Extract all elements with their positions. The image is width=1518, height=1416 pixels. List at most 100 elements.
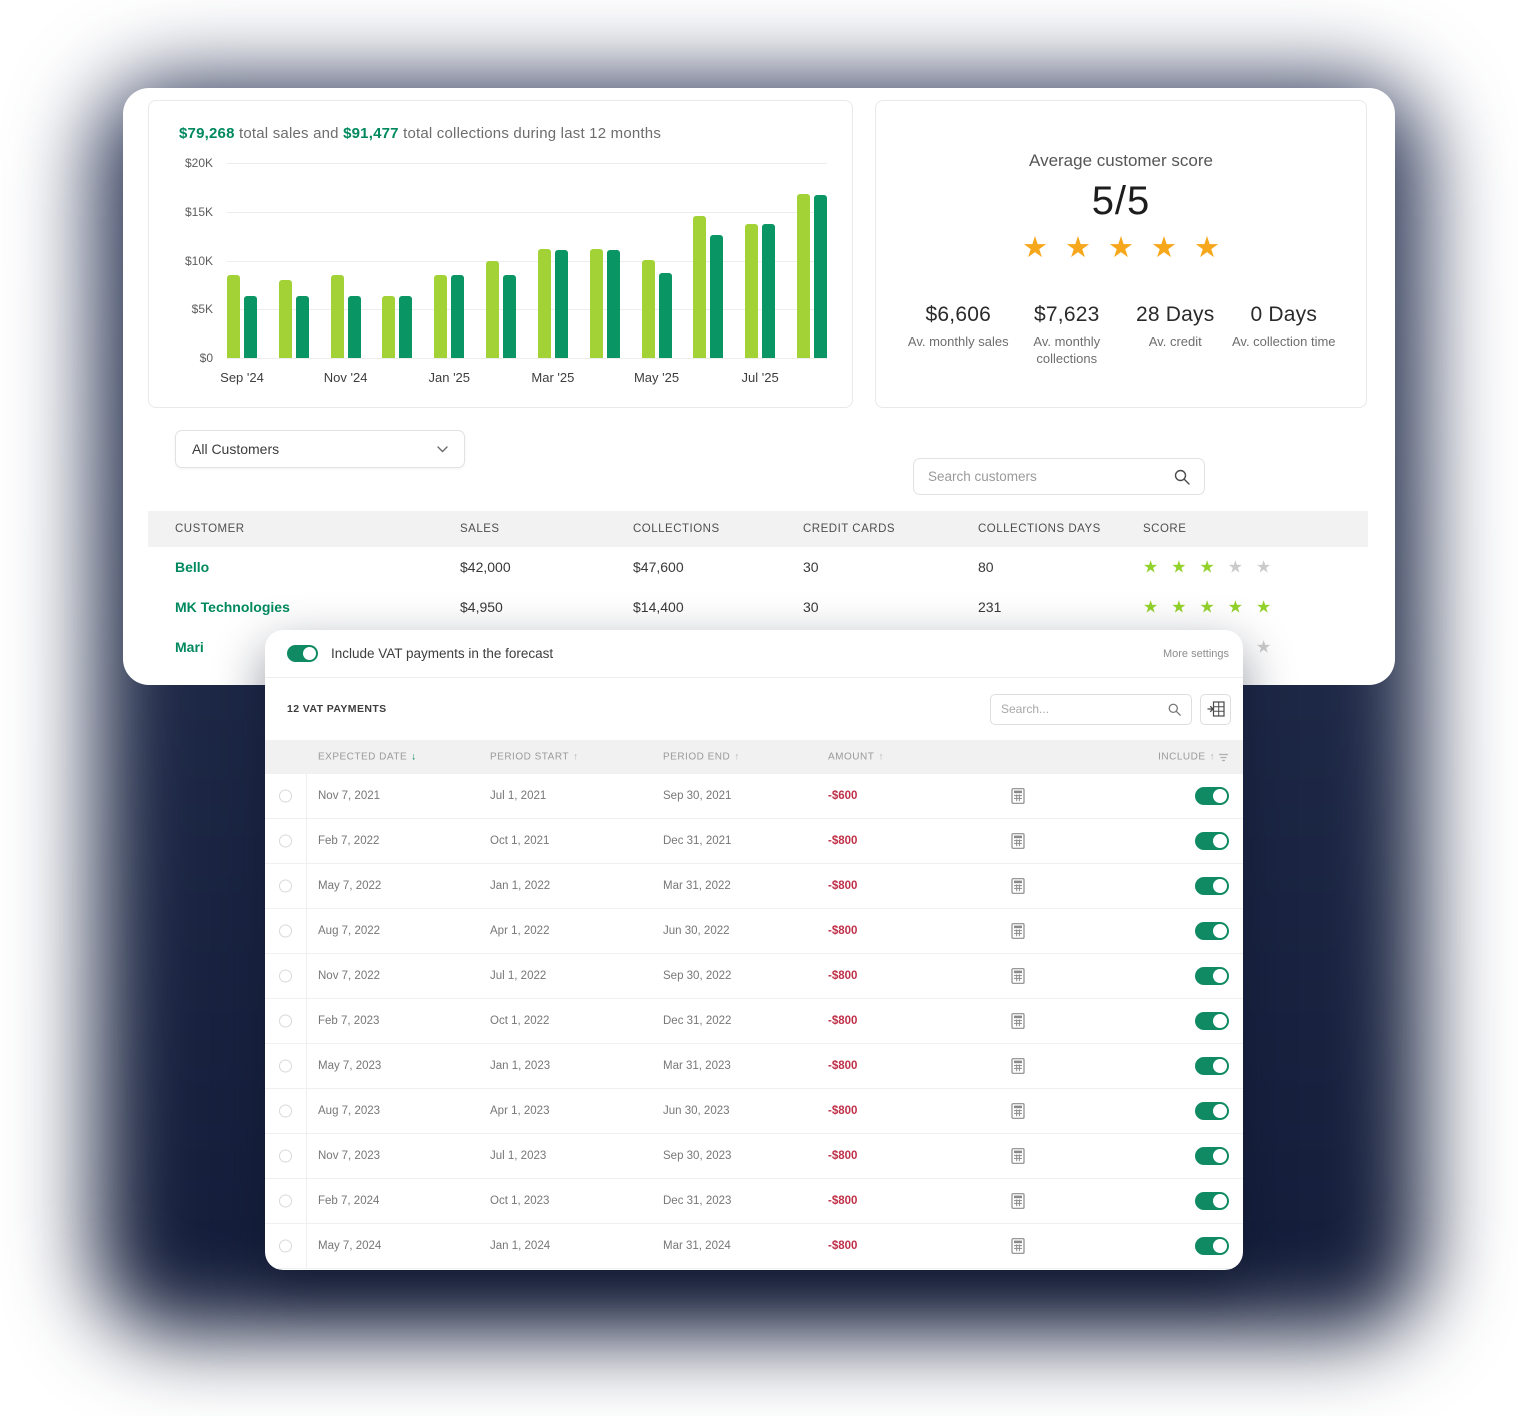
include-row-toggle[interactable] [1195, 1147, 1229, 1165]
customer-filter-dropdown[interactable]: All Customers [175, 430, 465, 468]
vat-payment-row: Feb 7, 2023 Oct 1, 2022 Dec 31, 2022 -$800 [265, 999, 1243, 1044]
customer-name-link[interactable]: MK Technologies [175, 599, 290, 615]
include-row-toggle[interactable] [1195, 967, 1229, 985]
toggle-knob [1213, 1239, 1227, 1253]
vat-payment-row: May 7, 2022 Jan 1, 2022 Mar 31, 2022 -$800 [265, 864, 1243, 909]
vat-payment-row: May 7, 2023 Jan 1, 2023 Mar 31, 2023 -$800 [265, 1044, 1243, 1089]
vat-column-header[interactable]: INCLUDE ↑ [1158, 752, 1229, 763]
bar-collections [347, 295, 361, 358]
column-divider [306, 1224, 307, 1268]
customer-score-stars: ★ ★ ★ ★ ★ [1143, 559, 1271, 576]
include-vat-toggle[interactable] [287, 645, 318, 662]
toggle-knob [303, 647, 316, 660]
customer-name-link[interactable]: Bello [175, 559, 210, 575]
calculator-icon[interactable] [1011, 878, 1025, 894]
customers-column-header[interactable]: COLLECTIONS [633, 523, 720, 535]
bar-collections [762, 224, 776, 358]
star-icon: ★ [1256, 597, 1272, 617]
customers-column-header[interactable]: COLLECTIONS DAYS [978, 523, 1101, 535]
calculator-icon[interactable] [1011, 1013, 1025, 1029]
vat-payment-row: Nov 7, 2022 Jul 1, 2022 Sep 30, 2022 -$800 [265, 954, 1243, 999]
include-row-toggle[interactable] [1195, 787, 1229, 805]
score-stat: 28 Days Av. credit [1121, 303, 1230, 368]
include-row-toggle[interactable] [1195, 1237, 1229, 1255]
calculator-icon[interactable] [1011, 788, 1025, 804]
bar-collections [554, 249, 568, 358]
bar-collections [295, 295, 309, 358]
period-start-cell: Oct 1, 2021 [490, 835, 550, 847]
period-end-cell: Sep 30, 2021 [663, 790, 732, 802]
star-icon: ★ [1256, 637, 1272, 657]
calculator-icon[interactable] [1011, 923, 1025, 939]
include-row-toggle[interactable] [1195, 877, 1229, 895]
row-radio-button[interactable] [279, 1059, 292, 1073]
column-divider [306, 1134, 307, 1178]
include-row-toggle[interactable] [1195, 832, 1229, 850]
vat-search-input[interactable]: Search... [990, 693, 1192, 725]
bar-collections [244, 295, 257, 358]
sort-asc-icon: ↑ [734, 751, 740, 762]
chart-plot: Sep '24 Nov '24 Jan '25 Mar '25 May '25 Jul '… [220, 163, 827, 385]
include-row-toggle[interactable] [1195, 1057, 1229, 1075]
row-radio-button[interactable] [279, 1194, 292, 1208]
calculator-icon[interactable] [1011, 1148, 1025, 1164]
expected-date-cell: Feb 7, 2022 [318, 835, 380, 847]
customer-score-stars: ★ ★ ★ ★ ★ [1143, 599, 1271, 616]
vat-column-header[interactable]: PERIOD END ↑ [663, 751, 740, 763]
include-row-toggle[interactable] [1195, 922, 1229, 940]
row-radio-button[interactable] [279, 789, 292, 803]
row-radio-button[interactable] [279, 1014, 292, 1028]
export-table-button[interactable] [1200, 693, 1231, 725]
column-divider [306, 909, 307, 953]
row-radio-button[interactable] [279, 969, 292, 983]
toggle-knob [1213, 1194, 1227, 1208]
star-icon: ★ [1227, 597, 1243, 617]
period-end-cell: Mar 31, 2024 [663, 1240, 731, 1252]
more-settings-link[interactable]: More settings [1162, 647, 1229, 660]
toggle-knob [1213, 1149, 1227, 1163]
star-icon: ★ [1171, 597, 1187, 617]
bar-sales [330, 275, 344, 358]
amount-cell: -$800 [828, 1015, 858, 1027]
row-radio-button[interactable] [279, 1239, 292, 1253]
customers-column-header[interactable]: CREDIT CARDS [803, 523, 896, 535]
include-row-toggle[interactable] [1195, 1012, 1229, 1030]
calculator-icon[interactable] [1011, 1103, 1025, 1119]
vat-payments-modal: Include VAT payments in the forecast Mor… [265, 630, 1243, 1270]
customers-column-header[interactable]: SCORE [1143, 523, 1187, 535]
bar-sales [227, 275, 240, 358]
customer-search-input[interactable]: Search customers [913, 458, 1205, 495]
sales-collections-chart-panel: $79,268 total sales and $91,477 total co… [148, 100, 853, 408]
row-radio-button[interactable] [279, 1104, 292, 1118]
calculator-icon[interactable] [1011, 1238, 1025, 1254]
calculator-icon[interactable] [1011, 1058, 1025, 1074]
calculator-icon[interactable] [1011, 833, 1025, 849]
vat-payment-row: Feb 7, 2022 Oct 1, 2021 Dec 31, 2021 -$800 [265, 819, 1243, 864]
row-radio-button[interactable] [279, 1149, 292, 1163]
chart-gridline [227, 260, 827, 262]
customers-column-header[interactable]: CUSTOMER [175, 523, 245, 535]
calculator-icon[interactable] [1011, 968, 1025, 984]
star-icon: ★ [1108, 232, 1134, 264]
vat-column-header[interactable]: AMOUNT ↑ [828, 751, 884, 763]
row-radio-button[interactable] [279, 924, 292, 938]
period-end-cell: Jun 30, 2022 [663, 925, 730, 937]
vat-column-header[interactable]: PERIOD START ↑ [490, 751, 579, 763]
row-radio-button[interactable] [279, 834, 292, 848]
column-divider [306, 1179, 307, 1223]
include-row-toggle[interactable] [1195, 1192, 1229, 1210]
customers-column-header[interactable]: SALES [460, 523, 500, 535]
chart-gridline [227, 163, 827, 164]
calculator-icon[interactable] [1011, 1193, 1025, 1209]
period-start-cell: Oct 1, 2023 [490, 1195, 550, 1207]
row-radio-button[interactable] [279, 879, 292, 893]
period-start-cell: Jul 1, 2022 [490, 970, 547, 982]
include-row-toggle[interactable] [1195, 1102, 1229, 1120]
customer-name-link[interactable]: Mari [175, 639, 204, 655]
customer-sales-cell: $4,950 [460, 599, 503, 615]
customer-credit-cards-cell: 30 [803, 559, 819, 575]
include-vat-label: Include VAT payments in the forecast [331, 646, 554, 661]
column-divider [306, 819, 307, 863]
vat-column-header[interactable]: EXPECTED DATE ↓ [318, 751, 417, 763]
x-tick-label: Sep '24 [220, 370, 264, 385]
